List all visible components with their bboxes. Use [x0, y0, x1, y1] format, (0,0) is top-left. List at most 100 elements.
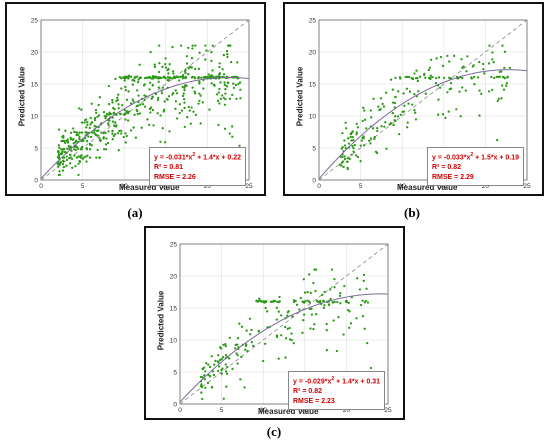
data-point [266, 310, 269, 313]
data-point [228, 97, 232, 100]
data-point [222, 96, 225, 100]
data-point [341, 160, 345, 163]
data-point [423, 72, 426, 76]
data-point [226, 53, 229, 56]
data-point [219, 81, 222, 84]
data-point [207, 73, 210, 76]
x-tick-label: 25 [523, 183, 531, 190]
data-point [57, 156, 61, 159]
data-point [431, 75, 434, 79]
data-point [226, 44, 230, 47]
x-tick-label: 20 [482, 183, 490, 190]
data-point [237, 82, 240, 86]
data-point [246, 349, 249, 353]
data-point [185, 55, 189, 58]
chart-c-rmse: RMSE = 2.23 [293, 398, 335, 406]
data-point [74, 148, 77, 152]
y-tick-label: 5 [173, 369, 177, 376]
data-point [369, 137, 373, 140]
data-point [136, 104, 140, 107]
x-tick-label: 5 [220, 407, 224, 414]
data-point [501, 75, 505, 79]
data-point [310, 307, 313, 310]
data-point [215, 93, 219, 96]
data-point [207, 363, 210, 366]
data-point [163, 141, 167, 144]
data-point [435, 57, 438, 60]
panel-b: 0 5 10 15 20 25 0 5 10 15 20 25 Predicted Value Mea… [283, 2, 544, 196]
data-point [351, 135, 354, 139]
data-point [252, 344, 255, 348]
data-point [60, 148, 63, 151]
data-point [405, 126, 409, 129]
x-tick-label: 0 [317, 183, 321, 190]
data-point [70, 157, 74, 160]
data-point [120, 87, 123, 90]
data-point [223, 103, 227, 106]
data-point [478, 114, 481, 117]
data-point [500, 84, 504, 87]
y-tick-label: 10 [309, 113, 317, 120]
data-point [85, 126, 88, 129]
chart-a-ylabel: Predicted Value [17, 66, 27, 127]
data-point [203, 377, 206, 381]
data-point [197, 67, 201, 71]
data-point [404, 75, 407, 79]
data-point [199, 375, 203, 379]
data-point [427, 68, 431, 72]
data-point [345, 127, 348, 130]
data-point [92, 131, 96, 134]
data-point [221, 94, 224, 97]
data-point [487, 90, 491, 93]
data-point [302, 319, 305, 322]
data-point [171, 77, 174, 80]
chart-a-svg: 0 5 10 15 20 25 0 5 10 15 20 25 [31, 17, 253, 190]
data-point [339, 291, 342, 295]
data-point [223, 83, 226, 87]
x-tick-label: 10 [121, 183, 129, 190]
data-point [348, 157, 351, 160]
data-point [355, 122, 358, 126]
data-point [505, 84, 508, 87]
data-point [87, 135, 90, 138]
data-point [88, 143, 92, 146]
x-tick-label: 5 [359, 183, 363, 190]
data-point [194, 113, 198, 116]
data-point [331, 301, 335, 304]
data-point [234, 347, 237, 350]
data-point [111, 130, 114, 133]
data-point [497, 97, 500, 100]
data-point [68, 145, 71, 149]
data-point [124, 141, 127, 144]
data-point [123, 108, 126, 112]
data-point [313, 323, 316, 326]
data-point [309, 291, 312, 294]
data-point [184, 72, 187, 75]
data-point [384, 120, 387, 124]
data-point [114, 77, 117, 81]
data-point [80, 108, 83, 111]
data-point [139, 103, 142, 106]
data-point [131, 98, 134, 101]
data-point [64, 129, 67, 132]
data-point [373, 135, 376, 139]
data-point [216, 360, 220, 363]
data-point [238, 322, 241, 325]
y-tick-label: 10 [170, 337, 178, 344]
data-point [86, 123, 89, 126]
x-tick-label: 10 [260, 407, 268, 414]
x-tick-label: 15 [162, 183, 170, 190]
data-point [57, 165, 60, 168]
data-point [284, 337, 288, 340]
data-point [232, 86, 236, 90]
data-point [104, 131, 107, 134]
data-point [472, 75, 476, 79]
data-point [288, 326, 291, 330]
data-point [61, 148, 65, 151]
data-point [243, 386, 246, 389]
panel-c: 0 5 10 15 20 25 0 5 10 15 20 25 Predicted Value Mea… [144, 226, 405, 420]
data-point [491, 58, 494, 61]
data-point [81, 157, 84, 160]
data-point [284, 356, 287, 359]
chart-a-equation-box: y = -0.031*x2 + 1.4*x + 0.22 R² = 0.81 R… [149, 147, 247, 187]
